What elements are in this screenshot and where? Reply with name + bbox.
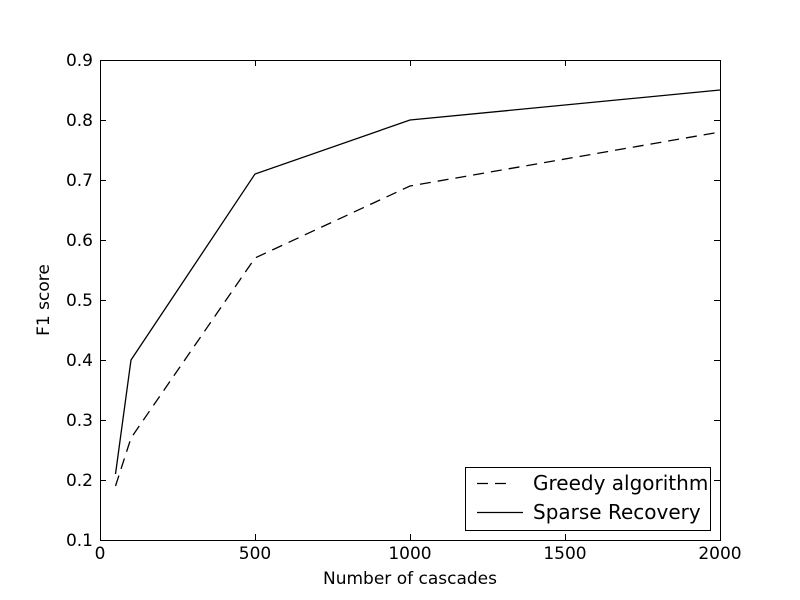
x-tick-label: 0 xyxy=(95,544,106,564)
y-axis-label: F1 score xyxy=(34,264,54,336)
y-tick-label: 0.1 xyxy=(66,531,93,551)
series-line-sparse-recovery xyxy=(114,89,721,475)
x-tick-label: 2000 xyxy=(698,544,741,564)
legend-label-sparse-recovery: Sparse Recovery xyxy=(533,500,701,524)
legend-label-greedy-algorithm: Greedy algorithm xyxy=(533,471,708,495)
y-tick-label: 0.3 xyxy=(66,411,93,431)
y-tick-label: 0.8 xyxy=(66,111,93,131)
x-tick-label: 1500 xyxy=(543,544,586,564)
x-tick-label: 1000 xyxy=(388,544,431,564)
legend-frame xyxy=(465,467,711,531)
y-tick-label: 0.6 xyxy=(66,231,93,251)
legend: Greedy algorithm Sparse Recovery xyxy=(465,467,711,531)
axes: 0 500 1000 1500 2000 0.1 0.2 0.3 0.4 0.5 0.6 0.7 0.8… xyxy=(66,51,742,564)
y-tick-label: 0.2 xyxy=(66,471,93,491)
x-tick-label: 500 xyxy=(239,544,271,564)
y-tick-label: 0.7 xyxy=(66,171,93,191)
series-line-greedy-algorithm xyxy=(114,131,721,487)
series-group xyxy=(114,89,721,487)
y-tick-label: 0.5 xyxy=(66,291,93,311)
x-axis-label: Number of cascades xyxy=(323,569,497,589)
y-tick-label: 0.9 xyxy=(66,51,93,71)
y-tick-label: 0.4 xyxy=(66,351,93,371)
